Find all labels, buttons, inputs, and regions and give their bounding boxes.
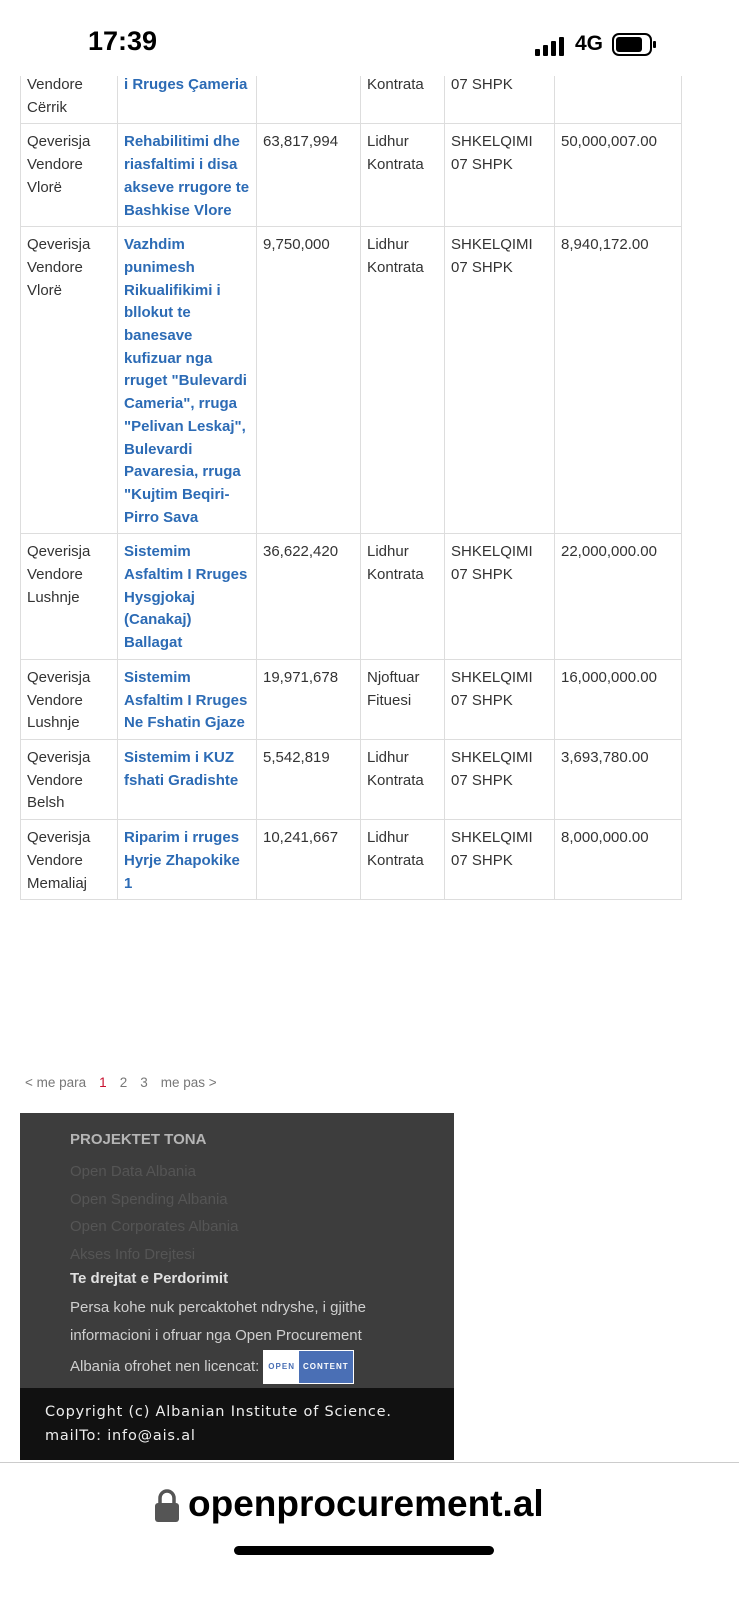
institution-cell: Qeverisja Vendore Vlorë <box>20 226 118 535</box>
copyright-bar: Copyright (c) Albanian Institute of Scie… <box>20 1388 454 1460</box>
signal-icon <box>535 37 564 56</box>
copyright: Copyright (c) Albanian Institute of Scie… <box>45 1404 392 1420</box>
prev-page[interactable]: < me para <box>25 1075 87 1090</box>
table-row: Qeverisja Vendore Vlorë Vazhdim punimesh … <box>20 226 682 535</box>
project-cell[interactable]: Sistemim i KUZ fshati Gradishte <box>117 738 257 821</box>
page-number[interactable]: 2 <box>119 1075 128 1090</box>
project-link[interactable]: Open Corporates Albania <box>70 1218 239 1235</box>
page-number[interactable]: 3 <box>140 1075 148 1090</box>
institution-cell: Qeverisja Vendore Vlorë <box>20 123 118 228</box>
limit-fund-cell: 9,750,000 <box>256 226 361 535</box>
limit-fund-cell: 36,622,420 <box>256 533 361 660</box>
status-cell: Njoftuar Fituesi <box>360 658 445 740</box>
contract-value-cell: 50,000,007.00 <box>554 123 682 228</box>
home-indicator <box>234 1546 494 1555</box>
status-cell: Lidhur Kontrata <box>360 123 445 228</box>
limit-fund-cell: 10,241,667 <box>256 819 361 901</box>
project-cell[interactable]: Sistemim Asfaltim I Rruges Ne Fshatin Gj… <box>117 658 257 740</box>
institution-cell: Qeverisja Vendore Lushnje <box>20 533 118 660</box>
browser-bar: openprocurement.al <box>0 1462 739 1601</box>
footer: PROJEKTET TONA Open Data Albania Open Spe… <box>20 1113 454 1388</box>
results-table: Vendore Cërrik i Rruges Çameria Kontrata 07… <box>20 60 682 901</box>
project-link[interactable]: Open Spending Albania <box>70 1190 228 1208</box>
winner-cell: SHKELQIMI 07 SHPK <box>444 819 555 901</box>
project-cell[interactable]: Rehabilitimi dhe riasfaltimi i disa akse… <box>117 123 257 228</box>
project-link[interactable]: Akses Info Drejtesi <box>70 1245 196 1263</box>
table-row: Qeverisja Vendore Vlorë Rehabilitimi dhe … <box>20 123 682 228</box>
status-cell: Lidhur Kontrata <box>360 226 445 535</box>
contract-value-cell: 22,000,000.00 <box>554 533 682 660</box>
winner-cell: SHKELQIMI 07 SHPK <box>444 738 555 821</box>
rights-title: Te drejtat e Perdorimit <box>70 1270 229 1287</box>
clock: 17:39 <box>88 26 158 56</box>
pagination: < me para 1 2 3 me pas > <box>25 1075 230 1090</box>
status-cell: Lidhur Kontrata <box>360 533 445 660</box>
winner-cell: SHKELQIMI 07 SHPK <box>444 123 555 228</box>
license-badge[interactable]: OPEN CONTENT <box>263 1350 354 1384</box>
battery-icon <box>612 33 656 56</box>
project-cell[interactable]: Sistemim Asfaltim I Rruges Hysgjokaj (Ca… <box>117 533 257 660</box>
project-cell[interactable]: Riparim i rruges Hyrje Zhapokike 1 <box>117 819 257 901</box>
limit-fund-cell: 19,971,678 <box>256 658 361 740</box>
table-row: Qeverisja Vendore Lushnje Sistemim Asfalt… <box>20 658 682 740</box>
contract-value-cell: 8,940,172.00 <box>554 226 682 535</box>
institution-cell: Qeverisja Vendore Lushnje <box>20 658 118 740</box>
network: 4G <box>575 32 604 55</box>
winner-cell: SHKELQIMI 07 SHPK <box>444 658 555 740</box>
institution-cell: Qeverisja Vendore Memaliaj <box>20 819 118 901</box>
contract-value-cell: 8,000,000.00 <box>554 819 682 901</box>
lock-icon <box>155 1489 179 1522</box>
table-row: Qeverisja Vendore Memaliaj Riparim i rrug… <box>20 819 682 901</box>
status-cell: Lidhur Kontrata <box>360 819 445 901</box>
url[interactable]: openprocurement.al <box>188 1483 544 1524</box>
table-row: Qeverisja Vendore Belsh Sistemim i KUZ fs… <box>20 738 682 821</box>
status-cell: Lidhur Kontrata <box>360 738 445 821</box>
table-row: Qeverisja Vendore Lushnje Sistemim Asfalt… <box>20 533 682 660</box>
footer-heading: PROJEKTET TONA <box>70 1131 207 1148</box>
status-bar: 17:39 4G <box>0 0 739 76</box>
page-number[interactable]: 1 <box>99 1075 107 1090</box>
contract-value-cell: 3,693,780.00 <box>554 738 682 821</box>
badge-open: OPEN <box>264 1351 299 1383</box>
mail[interactable]: mailTo: info@ais.al <box>45 1428 196 1444</box>
project-links: Open Data Albania Open Spending Albania Op… <box>70 1158 238 1268</box>
rights-paragraph: Persa kohe nuk percaktohet ndryshe, i gj… <box>70 1299 367 1375</box>
institution-cell: Qeverisja Vendore Belsh <box>20 738 118 821</box>
project-cell[interactable]: Vazhdim punimesh Rikualifikimi i bllokut… <box>117 226 257 535</box>
contract-value-cell: 16,000,000.00 <box>554 658 682 740</box>
winner-cell: SHKELQIMI 07 SHPK <box>444 533 555 660</box>
winner-cell: SHKELQIMI 07 SHPK <box>444 226 555 535</box>
rights-text: Persa kohe nuk percaktohet ndryshe, i gj… <box>70 1294 410 1384</box>
next-page[interactable]: me pas > <box>160 1075 217 1090</box>
badge-content: CONTENT <box>298 1351 353 1383</box>
limit-fund-cell: 63,817,994 <box>256 123 361 228</box>
limit-fund-cell: 5,542,819 <box>256 738 361 821</box>
project-link[interactable]: Open Data Albania <box>70 1163 196 1180</box>
